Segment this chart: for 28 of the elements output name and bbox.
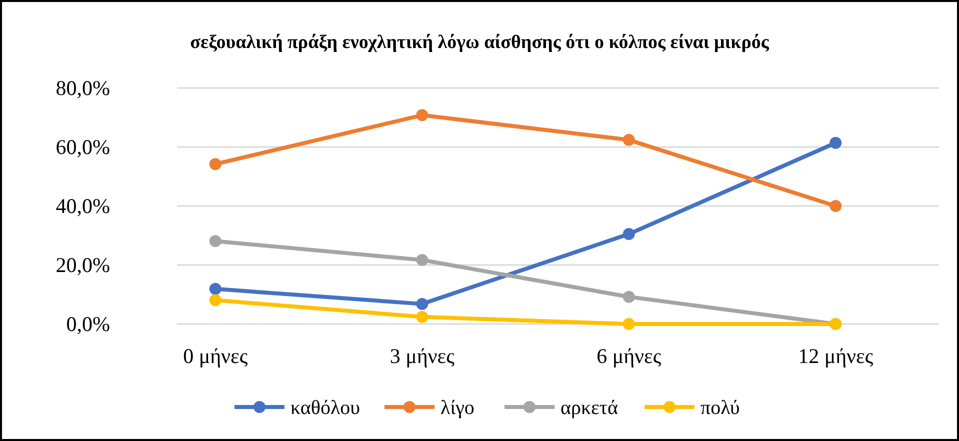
legend-label: αρκετά	[560, 397, 618, 419]
legend-label: πολύ	[700, 397, 740, 419]
point	[209, 282, 222, 295]
point	[830, 136, 842, 149]
point	[416, 310, 428, 323]
x-tick-label: 12 μήνες	[798, 344, 874, 368]
point	[209, 158, 222, 170]
point	[622, 134, 635, 146]
point	[622, 228, 635, 240]
point	[416, 109, 428, 122]
x-tick-label: 3 μήνες	[390, 344, 456, 368]
y-tick-label: 60,0%	[56, 135, 110, 159]
y-tick-label: 0,0%	[66, 312, 110, 336]
point	[830, 200, 842, 212]
legend-label: καθόλου	[290, 397, 360, 419]
x-tick-label: 0 μήνες	[183, 344, 248, 368]
chart-title: σεξουαλική πράξη ενοχλητική λόγω αίσθησης ότι ο κόλπος είναι μικρός	[190, 32, 770, 53]
y-tick-label: 20,0%	[56, 253, 110, 277]
y-tick-label: 40,0%	[56, 194, 110, 218]
point	[209, 235, 222, 248]
point	[209, 294, 222, 306]
legend-label: λίγο	[440, 397, 474, 419]
point	[416, 298, 428, 310]
y-tick-label: 80,0%	[56, 76, 110, 100]
point	[622, 290, 635, 303]
x-tick-label: 6 μήνες	[596, 344, 662, 368]
point	[416, 254, 428, 266]
point	[622, 318, 635, 330]
